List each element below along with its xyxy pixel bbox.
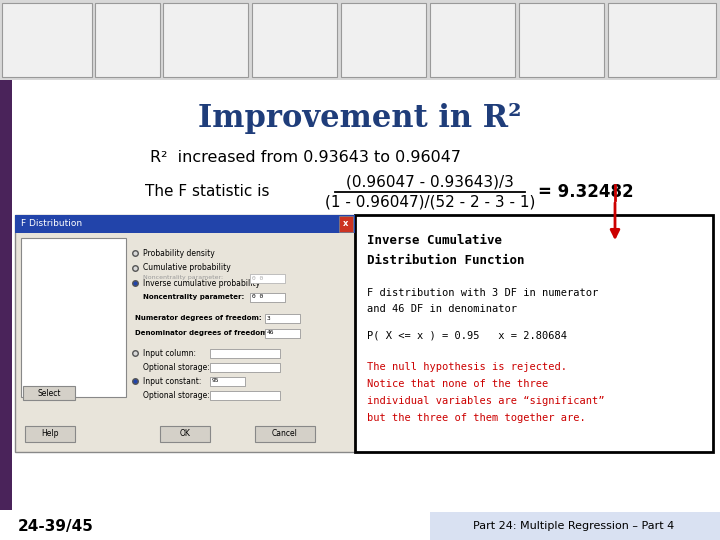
Text: 3: 3 <box>267 315 271 321</box>
Bar <box>341 3 426 77</box>
Text: Select: Select <box>37 388 60 397</box>
Text: OK: OK <box>179 429 190 438</box>
Bar <box>0 80 12 510</box>
Bar <box>355 215 713 452</box>
Text: Cumulative probability: Cumulative probability <box>143 264 230 273</box>
Text: Part 24: Multiple Regression – Part 4: Part 24: Multiple Regression – Part 4 <box>473 521 675 531</box>
Text: The null hypothesis is rejected.: The null hypothesis is rejected. <box>367 362 567 372</box>
Text: 95: 95 <box>212 379 220 383</box>
Bar <box>430 3 515 77</box>
Text: Optional storage:: Optional storage: <box>143 362 210 372</box>
Bar <box>95 3 160 77</box>
Bar <box>210 349 280 358</box>
Text: x: x <box>343 219 348 228</box>
Bar <box>21 238 126 397</box>
Text: P( X <= x ) = 0.95   x = 2.80684: P( X <= x ) = 0.95 x = 2.80684 <box>367 330 567 340</box>
Text: 0 0: 0 0 <box>252 294 264 300</box>
Text: 0 0: 0 0 <box>252 275 264 280</box>
Bar <box>15 215 355 452</box>
Text: Help: Help <box>41 429 59 438</box>
Text: Input column:: Input column: <box>143 348 196 357</box>
Text: Cancel: Cancel <box>272 429 298 438</box>
Bar <box>0 510 720 540</box>
Text: (0.96047 - 0.93643)/3: (0.96047 - 0.93643)/3 <box>346 174 514 190</box>
Bar <box>210 377 245 386</box>
Text: F distribution with 3 DF in numerator: F distribution with 3 DF in numerator <box>367 288 598 298</box>
Text: Probability density: Probability density <box>143 248 215 258</box>
Text: Inverse Cumulative: Inverse Cumulative <box>367 234 502 247</box>
Bar <box>160 426 210 442</box>
Bar <box>430 512 720 540</box>
Text: Improvement in R²: Improvement in R² <box>198 103 522 133</box>
Text: 24-39/45: 24-39/45 <box>18 518 94 534</box>
Text: and 46 DF in denominator: and 46 DF in denominator <box>367 304 517 314</box>
Text: Input constant:: Input constant: <box>143 376 202 386</box>
Text: (1 - 0.96047)/(52 - 2 - 3 - 1): (1 - 0.96047)/(52 - 2 - 3 - 1) <box>325 194 535 210</box>
Text: Optional storage:: Optional storage: <box>143 390 210 400</box>
Text: Noncentrality parameter:: Noncentrality parameter: <box>143 294 244 300</box>
Text: but the three of them together are.: but the three of them together are. <box>367 413 586 423</box>
Text: 46: 46 <box>267 330 274 335</box>
Text: F Distribution: F Distribution <box>21 219 82 228</box>
Text: individual variables are “significant”: individual variables are “significant” <box>367 396 605 406</box>
Bar <box>210 363 280 372</box>
Bar <box>608 3 716 77</box>
Bar <box>519 3 604 77</box>
Bar <box>250 293 285 302</box>
Bar <box>255 426 315 442</box>
Bar <box>25 426 75 442</box>
Bar <box>210 391 280 400</box>
Bar <box>163 3 248 77</box>
Text: Numerator degrees of freedom:: Numerator degrees of freedom: <box>135 315 261 321</box>
Text: = 9.32482: = 9.32482 <box>538 183 634 201</box>
Bar <box>250 274 285 283</box>
Bar <box>252 3 337 77</box>
Bar <box>15 215 355 233</box>
Text: Notice that none of the three: Notice that none of the three <box>367 379 548 389</box>
Bar <box>0 0 720 80</box>
Text: Distribution Function: Distribution Function <box>367 254 524 267</box>
Bar <box>265 329 300 338</box>
Text: The F statistic is: The F statistic is <box>145 185 269 199</box>
Bar <box>339 216 353 232</box>
Bar <box>2 3 92 77</box>
Bar <box>265 314 300 323</box>
Bar <box>23 386 75 400</box>
Text: Noncentrality parameter:: Noncentrality parameter: <box>143 275 223 280</box>
Text: Inverse cumulative probability: Inverse cumulative probability <box>143 279 260 287</box>
Text: R²  increased from 0.93643 to 0.96047: R² increased from 0.93643 to 0.96047 <box>150 150 461 165</box>
Text: Denominator degrees of freedom:: Denominator degrees of freedom: <box>135 330 270 336</box>
